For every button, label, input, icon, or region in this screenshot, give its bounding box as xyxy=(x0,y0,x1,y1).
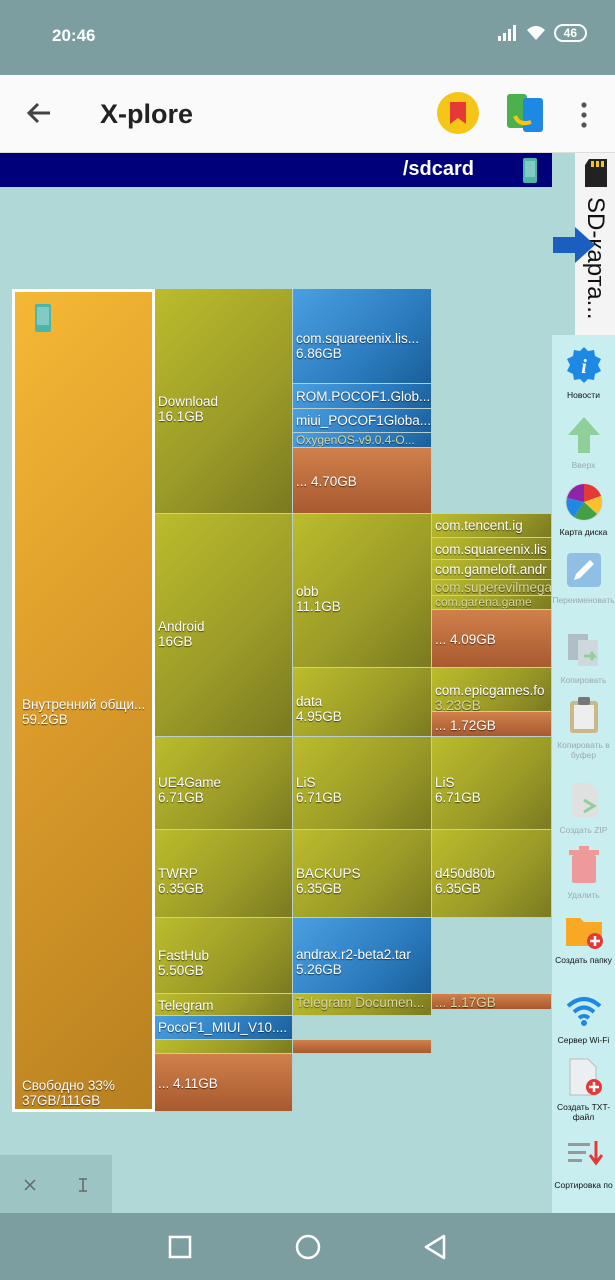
news-button[interactable]: i Новости xyxy=(552,345,615,400)
folder-superevil[interactable]: com.superevilmega xyxy=(432,580,552,596)
folder-obb[interactable]: obb 11.1GB xyxy=(293,514,432,668)
file-squareenix[interactable]: com.squareenix.lis... 6.86GB xyxy=(293,289,432,384)
copy-button[interactable]: Копировать xyxy=(552,630,615,685)
folder-ue4game[interactable]: UE4Game 6.71GB xyxy=(155,737,293,830)
sd-card-label: SD-карта... xyxy=(582,197,609,320)
new-folder-icon xyxy=(565,918,603,949)
app-bar: X-plore xyxy=(0,75,615,153)
bookmark-icon xyxy=(450,102,466,124)
path-bar[interactable]: /sdcard xyxy=(0,153,552,187)
bottom-more[interactable]: ... 4.11GB xyxy=(155,1054,293,1112)
folder-telegram-documents[interactable]: Telegram Documen... xyxy=(293,994,432,1016)
delete-button[interactable]: Удалить xyxy=(552,845,615,900)
folder-telegram[interactable]: Telegram xyxy=(155,994,293,1016)
wifi-icon xyxy=(566,997,601,1026)
info-icon: i xyxy=(566,347,601,383)
root-label: Внутренний общи... 59.2GB xyxy=(22,697,146,727)
right-arrow-icon xyxy=(553,227,595,263)
switch-panes-icon[interactable] xyxy=(505,92,545,136)
download-more[interactable]: ... 4.70GB xyxy=(293,448,432,514)
copy-icon xyxy=(567,634,598,666)
folder-d450d80b[interactable]: d450d80b 6.35GB xyxy=(432,830,552,918)
zip-icon xyxy=(571,783,598,817)
folder-gameloft[interactable]: com.gameloft.andr xyxy=(432,560,552,580)
rename-button[interactable]: Переименовать xyxy=(552,550,615,605)
current-path: /sdcard xyxy=(402,158,474,180)
file-oxygenos[interactable]: OxygenOS-v9.0.4-O... xyxy=(293,433,432,448)
folder-garena[interactable]: com.garena.game xyxy=(432,596,552,610)
folder-tencent[interactable]: com.tencent.ig xyxy=(432,514,552,538)
root-storage-block[interactable]: Внутренний общи... 59.2GB Свободно 33% 37G… xyxy=(12,289,155,1112)
wifi-status-icon xyxy=(526,26,545,40)
more-options-icon[interactable] xyxy=(574,100,594,130)
selection-strip xyxy=(0,1155,112,1213)
home-icon[interactable] xyxy=(294,1233,322,1261)
file-pocof1-miui[interactable]: PocoF1_MIUI_V10.... xyxy=(155,1016,293,1040)
free-space-label: Свободно 33% 37GB/111GB xyxy=(22,1078,115,1108)
create-zip-button[interactable]: Создать ZIP xyxy=(552,780,615,835)
folder-lis-2[interactable]: LiS 6.71GB xyxy=(432,737,552,830)
phone-storage-icon xyxy=(35,304,51,332)
status-time: 20:46 xyxy=(52,26,96,45)
up-button[interactable]: Вверх xyxy=(552,415,615,470)
disk-map-icon xyxy=(565,483,602,521)
obb-more[interactable]: ... 4.09GB xyxy=(432,610,552,668)
file-rom-pocof1[interactable]: ROM.POCOF1.Glob... xyxy=(293,384,432,409)
file-miui-pocof1[interactable]: miui_POCOF1Globa... xyxy=(293,409,432,433)
sort-icon xyxy=(567,1141,603,1166)
recent-apps-icon[interactable] xyxy=(168,1235,192,1259)
data-more[interactable]: ... 1.72GB xyxy=(432,712,552,737)
back-arrow-icon[interactable] xyxy=(22,95,58,131)
copy-to-clipboard-button[interactable]: Копировать в буфер xyxy=(552,695,615,760)
wifi-server-button[interactable]: Сервер Wi-Fi xyxy=(552,990,615,1045)
phone-storage-icon xyxy=(523,158,537,183)
create-txt-button[interactable]: Создать TXT-файл xyxy=(552,1057,615,1122)
new-txt-icon xyxy=(569,1058,602,1096)
clipboard-icon xyxy=(569,697,598,733)
folder-lis-1[interactable]: LiS 6.71GB xyxy=(293,737,432,830)
sd-card-icon xyxy=(585,159,607,187)
folder-squareenix[interactable]: com.squareenix.lis xyxy=(432,538,552,560)
svg-text:i: i xyxy=(581,356,587,378)
trash-icon xyxy=(568,846,599,883)
file-andrax[interactable]: andrax.r2-beta2.tar 5.26GB xyxy=(293,918,432,994)
back-icon[interactable] xyxy=(422,1233,448,1261)
folder-epicgames[interactable]: com.epicgames.fo 3.23GB xyxy=(432,668,552,712)
signal-icon xyxy=(497,25,516,41)
folder-download[interactable]: Download 16.1GB xyxy=(155,289,293,514)
folder-fasthub[interactable]: FastHub 5.50GB xyxy=(155,918,293,994)
bookmark-button[interactable] xyxy=(437,92,479,134)
folder-data[interactable]: data 4.95GB xyxy=(293,668,432,737)
side-toolbar: i Новости Вверх Карта диска Переименоват… xyxy=(552,335,615,1215)
battery-indicator: 46 xyxy=(553,24,587,42)
text-cursor-icon[interactable] xyxy=(76,1177,90,1193)
app-title: X-plore xyxy=(100,99,194,129)
telegram-more[interactable]: ... 1.17GB xyxy=(432,994,552,1010)
folder-twrp[interactable]: TWRP 6.35GB xyxy=(155,830,293,918)
small-folder[interactable] xyxy=(155,1040,293,1054)
disk-map-button[interactable]: Карта диска xyxy=(552,482,615,537)
close-icon[interactable] xyxy=(23,1178,37,1192)
small-file-block[interactable] xyxy=(293,1040,432,1054)
sort-button[interactable]: Сортировка по xyxy=(552,1135,615,1190)
folder-android[interactable]: Android 16GB xyxy=(155,514,293,737)
up-arrow-icon xyxy=(567,417,600,453)
status-bar: 20:46 46 xyxy=(0,0,615,75)
create-folder-button[interactable]: Создать папку xyxy=(552,910,615,965)
folder-backups[interactable]: BACKUPS 6.35GB xyxy=(293,830,432,918)
nav-bar xyxy=(0,1213,615,1280)
rename-icon xyxy=(566,553,601,587)
